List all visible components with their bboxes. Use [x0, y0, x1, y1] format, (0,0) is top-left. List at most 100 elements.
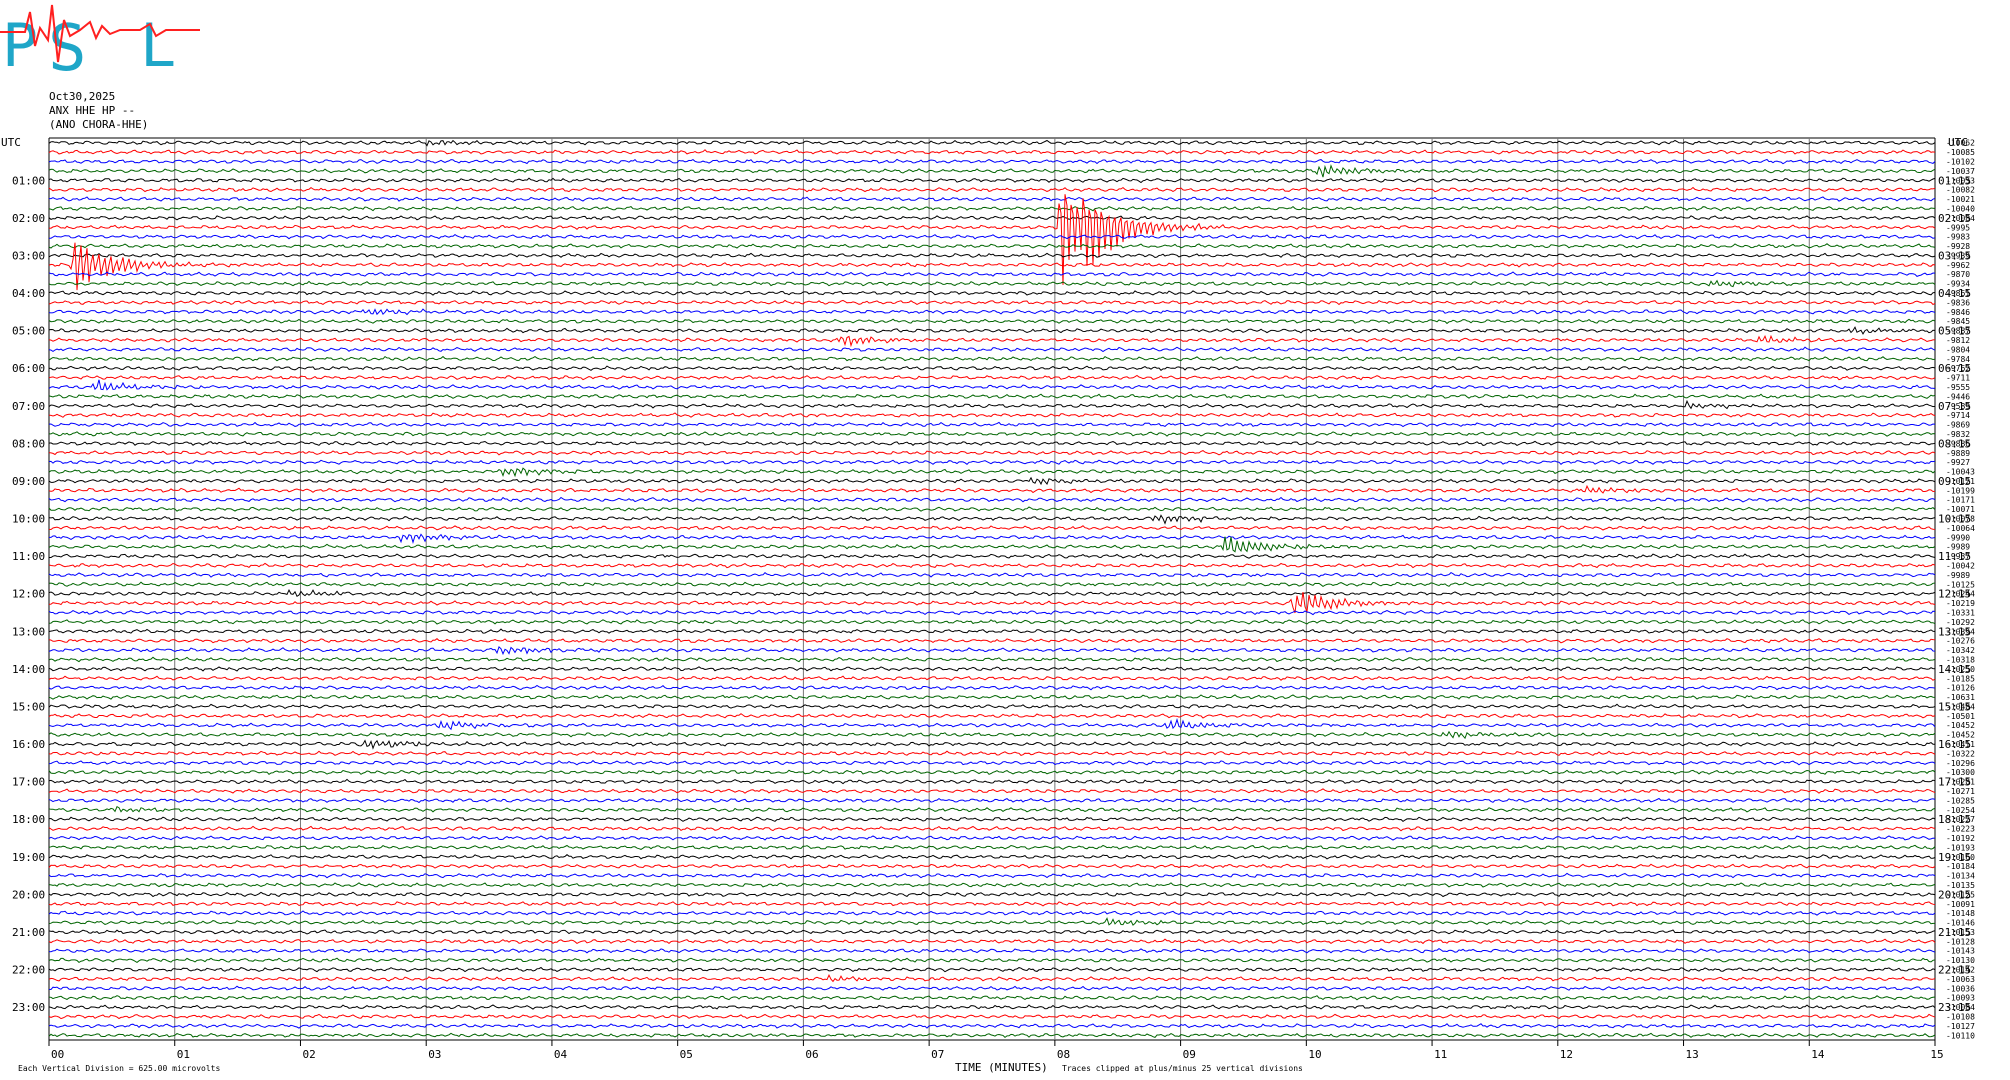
- seismic-trace: [49, 553, 1936, 559]
- hour-label-left: 07:00: [12, 400, 45, 413]
- trace-offset-label: -9555: [1946, 383, 1970, 392]
- hour-label-left: 21:00: [12, 926, 45, 939]
- trace-offset-label: -10125: [1946, 580, 1975, 589]
- seismic-trace: [48, 974, 1936, 983]
- seismic-trace: [48, 592, 1936, 614]
- trace-offset-label: -10085: [1946, 148, 1975, 157]
- seismic-trace: [48, 703, 1936, 710]
- hour-label-left: 17:00: [12, 776, 45, 789]
- x-tick-label: 03: [428, 1048, 441, 1061]
- trace-offset-label: -10071: [1946, 505, 1975, 514]
- seismic-trace: [48, 891, 1936, 898]
- seismic-trace: [48, 910, 1936, 916]
- record-date: Oct30,2025: [49, 90, 116, 103]
- trace-offset-label: -10394: [1946, 627, 1975, 636]
- trace-offset-label: -10127: [1946, 1022, 1975, 1031]
- station-location: (ANO CHORA-HHE): [49, 118, 149, 131]
- seismic-trace: [48, 985, 1936, 992]
- seismic-trace: [49, 233, 1936, 240]
- seismic-trace: [48, 186, 1936, 193]
- svg-text:L: L: [140, 11, 176, 80]
- trace-offset-label: -9589: [1946, 402, 1970, 411]
- right-axis-title: UTC: [1948, 136, 1968, 149]
- trace-offset-label: -9446: [1946, 392, 1970, 401]
- seismic-trace: [48, 214, 1936, 221]
- hour-label-left: 13:00: [12, 625, 45, 638]
- trace-offset-label: -10148: [1946, 909, 1975, 918]
- seismic-trace: [48, 816, 1936, 823]
- trace-offset-label: -9846: [1946, 308, 1970, 317]
- seismic-trace: [48, 205, 1936, 212]
- x-axis-title: TIME (MINUTES): [955, 1061, 1048, 1074]
- seismic-trace: [48, 1023, 1936, 1029]
- trace-offset-label: -9861: [1946, 289, 1970, 298]
- seismic-trace: [48, 149, 1936, 155]
- seismic-trace: [48, 788, 1936, 794]
- seismic-trace: [48, 872, 1936, 879]
- trace-offset-label: -10021: [1946, 195, 1975, 204]
- trace-offset-label: -9804: [1946, 345, 1970, 354]
- hour-label-left: 10:00: [12, 513, 45, 526]
- seismic-trace: [48, 346, 1936, 353]
- seismic-trace: [48, 581, 1936, 588]
- hour-label-right: 16:15: [1938, 738, 1971, 751]
- seismic-trace: [48, 450, 1936, 456]
- hour-label-right: 04:15: [1938, 287, 1971, 300]
- seismic-trace: [48, 675, 1936, 681]
- hour-label-left: 02:00: [12, 212, 45, 225]
- seismic-trace: [48, 399, 1936, 410]
- hour-label-left: 22:00: [12, 964, 45, 977]
- x-tick-label: 00: [51, 1048, 64, 1061]
- trace-offset-label: -10484: [1946, 702, 1975, 711]
- x-tick-label: 05: [680, 1048, 693, 1061]
- seismic-trace: [48, 194, 1936, 285]
- station-code: ANX HHE HP --: [49, 104, 136, 117]
- trace-offset-label: -10342: [1946, 646, 1975, 655]
- trace-offset-label: -10318: [1946, 655, 1975, 664]
- trace-offset-label: -10292: [1946, 618, 1975, 627]
- hour-label-left: 14:00: [12, 663, 45, 676]
- trace-offset-label: -10160: [1946, 853, 1975, 862]
- trace-offset-label: -10093: [1946, 994, 1975, 1003]
- trace-offset-label: -10036: [1946, 984, 1975, 993]
- seismic-trace: [48, 334, 1936, 348]
- hour-label-right: 07:15: [1938, 400, 1971, 413]
- seismic-trace: [48, 355, 1936, 362]
- seismic-trace: [48, 938, 1936, 945]
- trace-offset-label: -10063: [1946, 975, 1975, 984]
- seismic-trace: [48, 684, 1936, 691]
- seismic-trace: [48, 609, 1936, 616]
- trace-offset-label: -10452: [1946, 721, 1975, 730]
- hour-label-left: 04:00: [12, 287, 45, 300]
- trace-offset-label: -9989: [1946, 571, 1970, 580]
- seismic-trace: [48, 393, 1936, 400]
- seismic-trace: [48, 797, 1936, 804]
- trace-offset-label: -10033: [1946, 176, 1975, 185]
- trace-offset-label: -10452: [1946, 731, 1975, 740]
- hour-label-right: 20:15: [1938, 888, 1971, 901]
- trace-offset-label: -10631: [1946, 693, 1975, 702]
- hour-label-left: 03:00: [12, 249, 45, 262]
- seismic-trace: [48, 656, 1936, 663]
- trace-offset-label: -10064: [1946, 524, 1975, 533]
- seismic-trace: [48, 308, 1936, 316]
- seismic-trace: [48, 412, 1936, 418]
- trace-offset-label: -10192: [1946, 834, 1975, 843]
- clip-note: Traces clipped at plus/minus 25 vertical…: [1062, 1064, 1303, 1073]
- seismic-trace: [48, 750, 1936, 756]
- trace-offset-label: -9836: [1946, 298, 1970, 307]
- seismic-trace: [48, 1032, 1936, 1039]
- hour-label-left: 15:00: [12, 700, 45, 713]
- seismic-trace: [48, 778, 1936, 785]
- trace-offset-label: -9927: [1946, 458, 1970, 467]
- hour-label-right: 15:15: [1938, 700, 1971, 713]
- trace-offset-label: -9714: [1946, 411, 1970, 420]
- seismic-trace: [48, 536, 1936, 553]
- trace-offset-label: -10078: [1946, 515, 1975, 524]
- x-tick-label: 12: [1560, 1048, 1573, 1061]
- hour-label-right: 01:15: [1938, 174, 1971, 187]
- trace-offset-label: -10084: [1946, 1003, 1975, 1012]
- trace-offset-label: -10062: [1946, 139, 1975, 148]
- trace-offset-label: -10193: [1946, 843, 1975, 852]
- seismic-trace: [48, 242, 1936, 291]
